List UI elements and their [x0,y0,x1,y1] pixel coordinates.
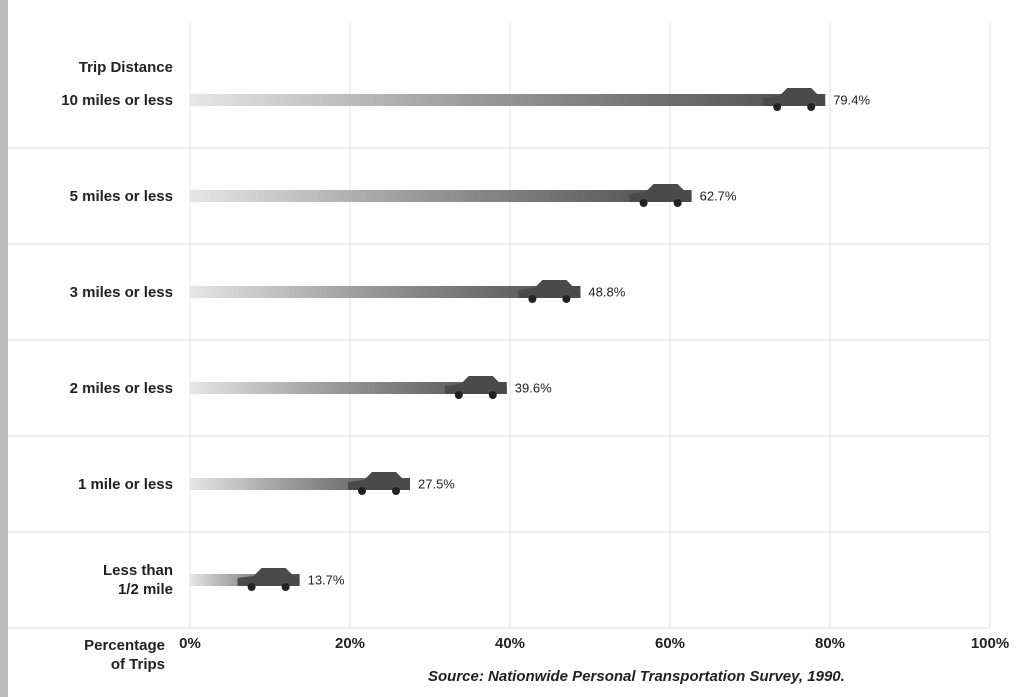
car-wheel [489,391,497,399]
y-tick-label: 1 mile or less [0,475,173,494]
value-label: 27.5% [418,476,455,491]
category-header: Trip Distance [0,58,173,77]
car-icon [518,280,580,298]
source-note: Source: Nationwide Personal Transportati… [428,667,845,686]
y-tick-label: 10 miles or less [0,91,173,110]
chart: 0% 20% 40% 60% 80% 100% 79.4% 62.7% 48.8% 39.6% 27… [0,0,1029,697]
x-tick-label: 20% [335,635,365,652]
car-icon [238,568,300,586]
car-icon [763,88,825,106]
car-wheel [358,487,366,495]
car-icon [348,472,410,490]
car-wheel [392,487,400,495]
value-label: 13.7% [308,572,345,587]
y-tick-label: Less than 1/2 mile [0,561,173,599]
car-wheel [807,103,815,111]
x-tick-label: 100% [971,635,1009,652]
value-label: 79.4% [833,92,870,107]
value-label: 62.7% [700,188,737,203]
y-tick-label: 5 miles or less [0,187,173,206]
car-wheel [528,295,536,303]
car-wheel [773,103,781,111]
value-label: 48.8% [588,284,625,299]
bar [190,190,692,202]
x-tick-label: 80% [815,635,845,652]
y-tick-label: 2 miles or less [0,379,173,398]
x-tick-label: 60% [655,635,685,652]
x-tick-label: 40% [495,635,525,652]
car-wheel [282,583,290,591]
car-wheel [674,199,682,207]
car-wheel [640,199,648,207]
x-tick-label: 0% [179,635,201,652]
car-icon [630,184,692,202]
car-wheel [248,583,256,591]
y-tick-label: 3 miles or less [0,283,173,302]
bar [190,94,825,106]
value-label: 39.6% [515,380,552,395]
car-wheel [562,295,570,303]
car-wheel [455,391,463,399]
car-icon [445,376,507,394]
x-axis-label: Percentage of Trips [0,636,165,674]
